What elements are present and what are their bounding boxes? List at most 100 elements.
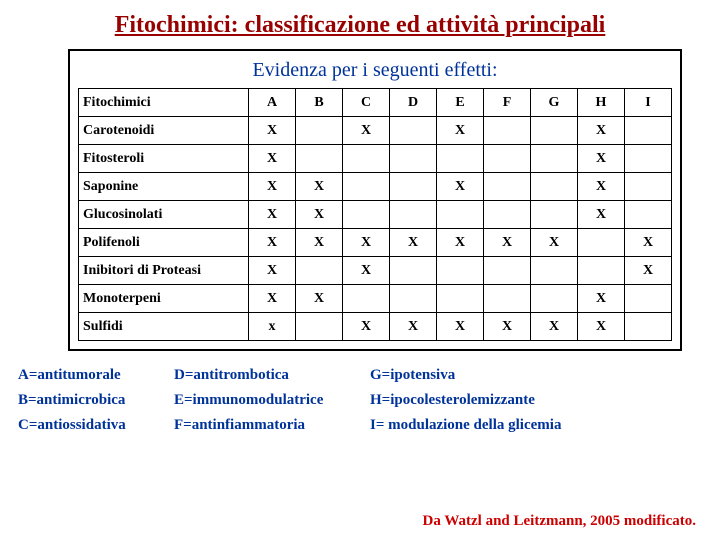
row-label: Sulfidi (79, 313, 249, 341)
table-cell: X (343, 257, 390, 285)
table-cell: X (343, 229, 390, 257)
table-cell (437, 257, 484, 285)
legend-item: I= modulazione della glicemia (370, 417, 690, 434)
table-cell: X (625, 229, 672, 257)
table-cell (484, 257, 531, 285)
table-cell: X (484, 313, 531, 341)
table-cell: X (437, 173, 484, 201)
table-cell: X (249, 229, 296, 257)
legend-item: G=ipotensiva (370, 367, 690, 384)
table-cell: X (578, 313, 625, 341)
table-cell: X (249, 145, 296, 173)
table-cell (625, 173, 672, 201)
table-cell: X (390, 229, 437, 257)
col-header: C (343, 89, 390, 117)
table-cell: X (484, 229, 531, 257)
table-cell (343, 145, 390, 173)
table-header-row: Fitochimici A B C D E F G H I (79, 89, 672, 117)
legend: A=antitumorale D=antitrombotica G=ipoten… (18, 367, 690, 434)
table-cell: X (249, 117, 296, 145)
col-header: F (484, 89, 531, 117)
legend-item: D=antitrombotica (174, 367, 364, 384)
table-cell: X (296, 201, 343, 229)
table-cell (578, 257, 625, 285)
table-cell: X (343, 313, 390, 341)
table-cell (484, 117, 531, 145)
subtitle: Evidenza per i seguenti effetti: (78, 59, 672, 82)
col-header: G (531, 89, 578, 117)
table-cell: X (578, 117, 625, 145)
page-title: Fitochimici: classificazione ed attività… (0, 0, 720, 45)
table-cell (343, 201, 390, 229)
table-cell: X (343, 117, 390, 145)
table-cell: X (249, 257, 296, 285)
table-cell (390, 257, 437, 285)
table-cell (390, 145, 437, 173)
table-row: Inibitori di ProteasiXXX (79, 257, 672, 285)
table-cell: X (249, 201, 296, 229)
table-cell (390, 201, 437, 229)
table-cell (531, 117, 578, 145)
table-cell (343, 173, 390, 201)
table-cell (625, 201, 672, 229)
table-row: CarotenoidiXXXX (79, 117, 672, 145)
table-row: SaponineXXXX (79, 173, 672, 201)
table-cell: X (578, 173, 625, 201)
table-cell: X (531, 313, 578, 341)
legend-item: F=antinfiammatoria (174, 417, 364, 434)
col-header: I (625, 89, 672, 117)
table-cell: X (578, 145, 625, 173)
table-cell (296, 313, 343, 341)
table-cell (296, 145, 343, 173)
table-cell: X (531, 229, 578, 257)
table-row: FitosteroliXX (79, 145, 672, 173)
table-cell (390, 285, 437, 313)
table-cell (531, 145, 578, 173)
table-row: PolifenoliXXXXXXXX (79, 229, 672, 257)
row-label: Carotenoidi (79, 117, 249, 145)
table-cell: X (390, 313, 437, 341)
legend-item: B=antimicrobica (18, 392, 168, 409)
table-cell (531, 201, 578, 229)
table-cell (484, 201, 531, 229)
legend-item: C=antiossidativa (18, 417, 168, 434)
row-label: Glucosinolati (79, 201, 249, 229)
table-cell (531, 173, 578, 201)
table-cell (343, 285, 390, 313)
table-cell: X (296, 229, 343, 257)
row-label: Polifenoli (79, 229, 249, 257)
table-cell (625, 145, 672, 173)
table-cell (484, 145, 531, 173)
row-label: Saponine (79, 173, 249, 201)
table-cell (437, 201, 484, 229)
table-cell: X (296, 285, 343, 313)
table-cell (578, 229, 625, 257)
legend-item: A=antitumorale (18, 367, 168, 384)
table-cell (484, 285, 531, 313)
table-cell: X (296, 173, 343, 201)
header-first: Fitochimici (79, 89, 249, 117)
col-header: H (578, 89, 625, 117)
table-cell (531, 285, 578, 313)
table-cell: X (249, 285, 296, 313)
table-cell (625, 285, 672, 313)
legend-item: E=immunomodulatrice (174, 392, 364, 409)
table-cell: X (578, 285, 625, 313)
content-box: Evidenza per i seguenti effetti: Fitochi… (68, 49, 682, 351)
table-cell (625, 117, 672, 145)
table-row: SulfidixXXXXXX (79, 313, 672, 341)
table-row: GlucosinolatiXXX (79, 201, 672, 229)
table-cell (390, 117, 437, 145)
table-cell: X (249, 173, 296, 201)
row-label: Monoterpeni (79, 285, 249, 313)
table-cell (296, 117, 343, 145)
table-cell: x (249, 313, 296, 341)
table-cell (437, 145, 484, 173)
phytochemicals-table: Fitochimici A B C D E F G H I Carotenoid… (78, 88, 672, 341)
credit-line: Da Watzl and Leitzmann, 2005 modificato. (423, 513, 696, 530)
legend-item: H=ipocolesterolemizzante (370, 392, 690, 409)
row-label: Inibitori di Proteasi (79, 257, 249, 285)
table-cell (484, 173, 531, 201)
row-label: Fitosteroli (79, 145, 249, 173)
table-cell: X (437, 313, 484, 341)
